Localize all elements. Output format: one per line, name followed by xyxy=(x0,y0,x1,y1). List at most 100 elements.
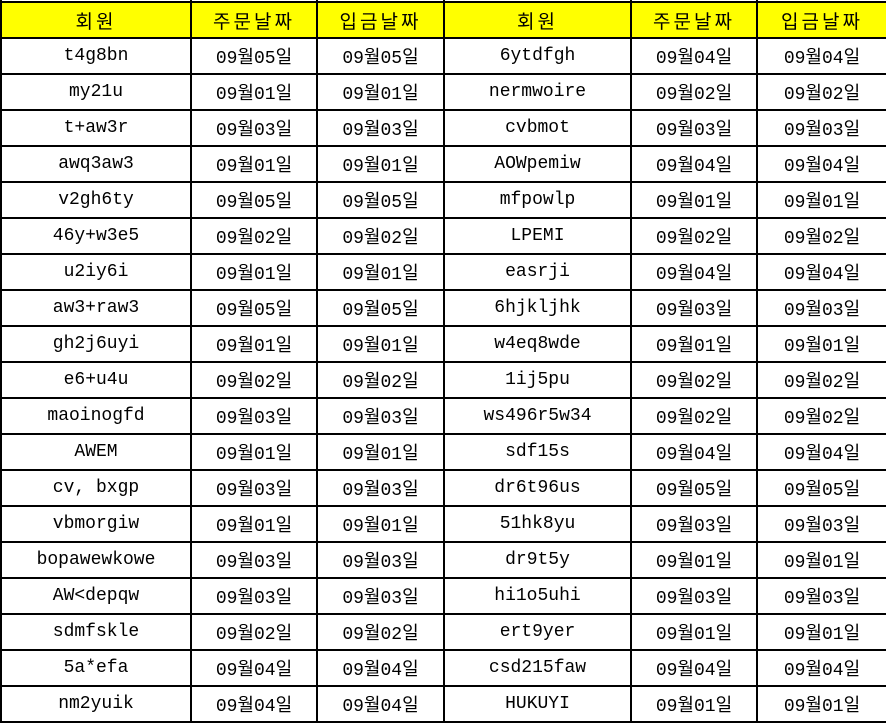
order-date-cell[interactable]: 09월03일 xyxy=(630,505,758,543)
member-cell[interactable]: u2iy6i xyxy=(0,253,192,291)
deposit-date-cell[interactable]: 09월04일 xyxy=(756,253,886,291)
member-cell[interactable]: easrji xyxy=(443,253,632,291)
order-date-cell[interactable]: 09월03일 xyxy=(630,577,758,615)
deposit-date-cell[interactable]: 09월01일 xyxy=(756,685,886,723)
member-cell[interactable]: cvbmot xyxy=(443,109,632,147)
order-date-cell[interactable]: 09월04일 xyxy=(630,253,758,291)
order-date-cell[interactable]: 09월02일 xyxy=(630,217,758,255)
order-date-cell[interactable]: 09월01일 xyxy=(630,685,758,723)
member-cell[interactable]: dr9t5y xyxy=(443,541,632,579)
member-cell[interactable]: AOWpemiw xyxy=(443,145,632,183)
order-date-cell[interactable]: 09월03일 xyxy=(190,469,318,507)
order-date-cell[interactable]: 09월02일 xyxy=(190,613,318,651)
member-cell[interactable]: 6ytdfgh xyxy=(443,37,632,75)
header-deposit-date-left[interactable]: 입금날짜 xyxy=(316,1,445,39)
member-cell[interactable]: nm2yuik xyxy=(0,685,192,723)
order-date-cell[interactable]: 09월04일 xyxy=(190,685,318,723)
header-member-left[interactable]: 회원 xyxy=(0,1,192,39)
order-date-cell[interactable]: 09월01일 xyxy=(190,73,318,111)
member-cell[interactable]: e6+u4u xyxy=(0,361,192,399)
member-cell[interactable]: v2gh6ty xyxy=(0,181,192,219)
member-cell[interactable]: t4g8bn xyxy=(0,37,192,75)
deposit-date-cell[interactable]: 09월02일 xyxy=(756,217,886,255)
member-cell[interactable]: w4eq8wde xyxy=(443,325,632,363)
deposit-date-cell[interactable]: 09월02일 xyxy=(756,397,886,435)
deposit-date-cell[interactable]: 09월05일 xyxy=(316,37,445,75)
member-cell[interactable]: ert9yer xyxy=(443,613,632,651)
deposit-date-cell[interactable]: 09월04일 xyxy=(316,685,445,723)
order-date-cell[interactable]: 09월01일 xyxy=(190,505,318,543)
member-cell[interactable]: gh2j6uyi xyxy=(0,325,192,363)
member-cell[interactable]: mfpowlp xyxy=(443,181,632,219)
deposit-date-cell[interactable]: 09월02일 xyxy=(316,361,445,399)
member-cell[interactable]: bopawewkowe xyxy=(0,541,192,579)
order-date-cell[interactable]: 09월01일 xyxy=(190,325,318,363)
order-date-cell[interactable]: 09월04일 xyxy=(630,145,758,183)
order-date-cell[interactable]: 09월05일 xyxy=(630,469,758,507)
deposit-date-cell[interactable]: 09월04일 xyxy=(756,145,886,183)
deposit-date-cell[interactable]: 09월03일 xyxy=(756,505,886,543)
member-cell[interactable]: hi1o5uhi xyxy=(443,577,632,615)
order-date-cell[interactable]: 09월04일 xyxy=(190,649,318,687)
order-date-cell[interactable]: 09월02일 xyxy=(630,73,758,111)
deposit-date-cell[interactable]: 09월04일 xyxy=(756,649,886,687)
deposit-date-cell[interactable]: 09월01일 xyxy=(756,181,886,219)
deposit-date-cell[interactable]: 09월02일 xyxy=(316,217,445,255)
deposit-date-cell[interactable]: 09월03일 xyxy=(316,541,445,579)
deposit-date-cell[interactable]: 09월03일 xyxy=(756,109,886,147)
order-date-cell[interactable]: 09월03일 xyxy=(630,289,758,327)
order-date-cell[interactable]: 09월01일 xyxy=(630,325,758,363)
deposit-date-cell[interactable]: 09월03일 xyxy=(756,577,886,615)
member-cell[interactable]: aw3+raw3 xyxy=(0,289,192,327)
deposit-date-cell[interactable]: 09월01일 xyxy=(756,613,886,651)
header-member-right[interactable]: 회원 xyxy=(443,1,632,39)
order-date-cell[interactable]: 09월01일 xyxy=(630,181,758,219)
order-date-cell[interactable]: 09월01일 xyxy=(190,433,318,471)
order-date-cell[interactable]: 09월01일 xyxy=(630,541,758,579)
header-order-date-right[interactable]: 주문날짜 xyxy=(630,1,758,39)
order-date-cell[interactable]: 09월04일 xyxy=(630,649,758,687)
deposit-date-cell[interactable]: 09월01일 xyxy=(316,505,445,543)
member-cell[interactable]: HUKUYI xyxy=(443,685,632,723)
member-cell[interactable]: t+aw3r xyxy=(0,109,192,147)
order-date-cell[interactable]: 09월01일 xyxy=(190,145,318,183)
member-cell[interactable]: 5a*efa xyxy=(0,649,192,687)
member-cell[interactable]: LPEMI xyxy=(443,217,632,255)
deposit-date-cell[interactable]: 09월05일 xyxy=(316,181,445,219)
header-deposit-date-right[interactable]: 입금날짜 xyxy=(756,1,886,39)
order-date-cell[interactable]: 09월02일 xyxy=(630,361,758,399)
member-cell[interactable]: my21u xyxy=(0,73,192,111)
deposit-date-cell[interactable]: 09월01일 xyxy=(316,325,445,363)
deposit-date-cell[interactable]: 09월02일 xyxy=(756,361,886,399)
order-date-cell[interactable]: 09월04일 xyxy=(630,37,758,75)
member-cell[interactable]: vbmorgiw xyxy=(0,505,192,543)
member-cell[interactable]: maoinogfd xyxy=(0,397,192,435)
deposit-date-cell[interactable]: 09월01일 xyxy=(756,325,886,363)
deposit-date-cell[interactable]: 09월03일 xyxy=(756,289,886,327)
order-date-cell[interactable]: 09월02일 xyxy=(190,361,318,399)
deposit-date-cell[interactable]: 09월05일 xyxy=(316,289,445,327)
member-cell[interactable]: 51hk8yu xyxy=(443,505,632,543)
deposit-date-cell[interactable]: 09월03일 xyxy=(316,577,445,615)
deposit-date-cell[interactable]: 09월01일 xyxy=(316,433,445,471)
deposit-date-cell[interactable]: 09월03일 xyxy=(316,109,445,147)
deposit-date-cell[interactable]: 09월01일 xyxy=(316,73,445,111)
member-cell[interactable]: sdf15s xyxy=(443,433,632,471)
member-cell[interactable]: awq3aw3 xyxy=(0,145,192,183)
order-date-cell[interactable]: 09월05일 xyxy=(190,289,318,327)
deposit-date-cell[interactable]: 09월02일 xyxy=(756,73,886,111)
order-date-cell[interactable]: 09월03일 xyxy=(190,397,318,435)
deposit-date-cell[interactable]: 09월05일 xyxy=(756,469,886,507)
deposit-date-cell[interactable]: 09월03일 xyxy=(316,469,445,507)
member-cell[interactable]: dr6t96us xyxy=(443,469,632,507)
order-date-cell[interactable]: 09월02일 xyxy=(630,397,758,435)
member-cell[interactable]: cv, bxgp xyxy=(0,469,192,507)
deposit-date-cell[interactable]: 09월04일 xyxy=(756,433,886,471)
member-cell[interactable]: csd215faw xyxy=(443,649,632,687)
deposit-date-cell[interactable]: 09월04일 xyxy=(756,37,886,75)
deposit-date-cell[interactable]: 09월03일 xyxy=(316,397,445,435)
deposit-date-cell[interactable]: 09월01일 xyxy=(316,253,445,291)
order-date-cell[interactable]: 09월03일 xyxy=(190,541,318,579)
member-cell[interactable]: AW<depqw xyxy=(0,577,192,615)
member-cell[interactable]: 46y+w3e5 xyxy=(0,217,192,255)
